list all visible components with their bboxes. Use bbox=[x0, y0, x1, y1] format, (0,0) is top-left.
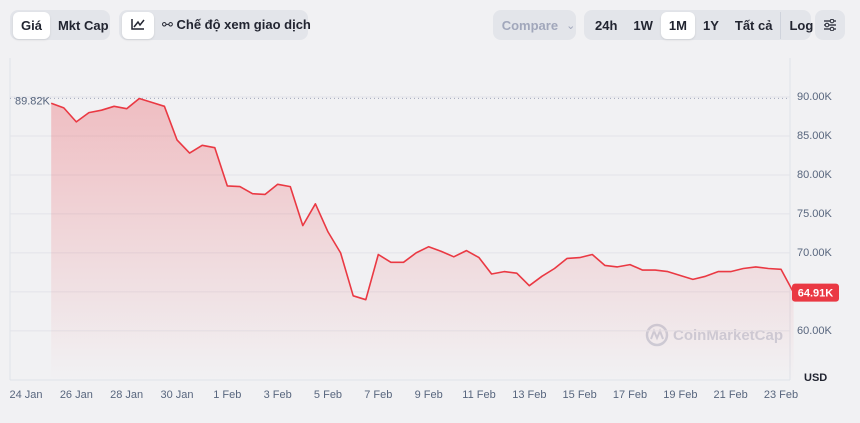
log-button[interactable]: Log bbox=[780, 11, 821, 39]
settings-icon bbox=[824, 19, 836, 31]
x-tick-label: 24 Jan bbox=[9, 389, 42, 401]
y-tick-label: 70.00K bbox=[797, 247, 833, 259]
view-toggle: Giá Mkt Cap bbox=[10, 10, 110, 40]
line-mode-button[interactable] bbox=[122, 11, 154, 39]
x-tick-label: 15 Feb bbox=[563, 389, 597, 401]
axis-unit: USD bbox=[804, 372, 827, 384]
x-tick-label: 19 Feb bbox=[663, 389, 697, 401]
y-tick-label: 90.00K bbox=[797, 91, 833, 103]
x-tick-label: 5 Feb bbox=[314, 389, 342, 401]
chevron: ⌄ bbox=[566, 19, 576, 32]
x-tick-label: 7 Feb bbox=[364, 389, 392, 401]
x-tick-label: 28 Jan bbox=[110, 389, 143, 401]
range-1y[interactable]: 1Y bbox=[702, 17, 719, 33]
reference-label: 89.82K bbox=[15, 95, 51, 107]
range-1w[interactable]: 1W bbox=[633, 17, 653, 33]
price-line bbox=[50, 97, 795, 301]
settings-button[interactable] bbox=[815, 10, 845, 40]
chart-mode: ⚯ Chế độ xem giao dịch bbox=[119, 10, 311, 40]
compare-label: Compare bbox=[501, 17, 559, 33]
x-tick-label: 30 Jan bbox=[160, 389, 193, 401]
watermark-text: CoinMarketCap bbox=[673, 327, 783, 344]
x-tick-label: 17 Feb bbox=[613, 389, 647, 401]
range-selector: 24h 1W 1M 1Y Tất cả Log bbox=[584, 10, 813, 40]
watermark: CoinMarketCap bbox=[645, 323, 783, 347]
mktcap-button[interactable]: Mkt Cap bbox=[57, 17, 109, 33]
range-24h[interactable]: 24h bbox=[595, 17, 618, 33]
price-badge bbox=[792, 283, 839, 302]
x-tick-label: 23 Feb bbox=[764, 389, 798, 401]
y-tick-label: 75.00K bbox=[797, 208, 833, 220]
price-button[interactable]: Giá bbox=[13, 11, 50, 39]
compare-dropdown[interactable]: Compare ⌄ bbox=[493, 10, 576, 40]
y-tick-label: 85.00K bbox=[797, 130, 833, 142]
price-badge-label: 64.91K bbox=[798, 288, 834, 300]
y-tick-label: 80.00K bbox=[797, 169, 833, 181]
x-tick-label: 9 Feb bbox=[415, 389, 443, 401]
x-tick-label: 13 Feb bbox=[512, 389, 546, 401]
y-tick-label: 60.00K bbox=[797, 325, 833, 337]
area-fill bbox=[51, 98, 794, 380]
x-tick-label: 21 Feb bbox=[714, 389, 748, 401]
range-all[interactable]: Tất cả bbox=[734, 17, 773, 33]
x-tick-label: 1 Feb bbox=[213, 389, 241, 401]
range-1m[interactable]: 1M bbox=[660, 11, 695, 39]
x-tick-label: 3 Feb bbox=[264, 389, 292, 401]
trading-view-button[interactable]: ⚯ Chế độ xem giao dịch bbox=[162, 17, 311, 32]
x-tick-label: 26 Jan bbox=[60, 389, 93, 401]
y-tick-label: 65.00K bbox=[797, 286, 833, 298]
x-tick-label: 11 Feb bbox=[462, 389, 495, 401]
trading-view-label: Chế độ xem giao dịch bbox=[176, 17, 311, 32]
line-icon bbox=[131, 18, 145, 30]
